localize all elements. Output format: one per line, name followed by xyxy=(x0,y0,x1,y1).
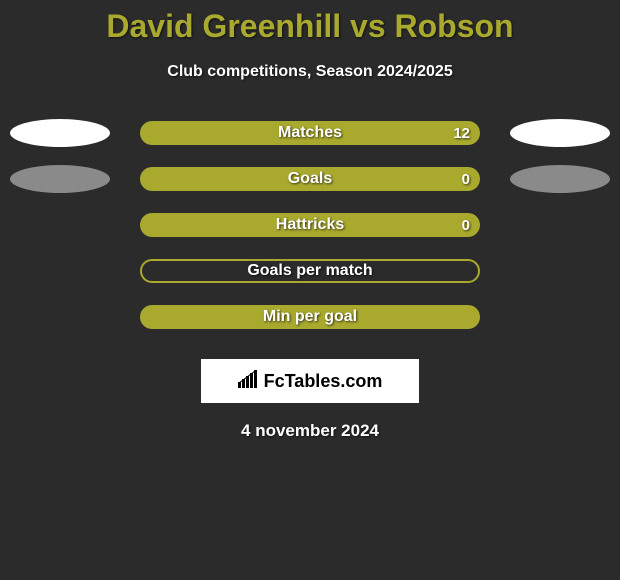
date-text: 4 november 2024 xyxy=(241,421,379,441)
bar-hattricks: Hattricks 0 xyxy=(140,213,480,237)
stat-row-matches: Matches 12 xyxy=(0,121,620,145)
oval-right-goals xyxy=(510,165,610,193)
bar-label-gpm: Goals per match xyxy=(247,262,372,280)
page-subtitle: Club competitions, Season 2024/2025 xyxy=(167,63,452,81)
oval-left-goals xyxy=(10,165,110,193)
brand-text: FcTables.com xyxy=(264,371,383,392)
bar-label-goals: Goals xyxy=(288,170,332,188)
oval-left-matches xyxy=(10,119,110,147)
main-container: David Greenhill vs Robson Club competiti… xyxy=(0,0,620,441)
stat-row-mpg: Min per goal xyxy=(0,305,620,329)
page-title: David Greenhill vs Robson xyxy=(106,8,513,45)
bar-label-matches: Matches xyxy=(278,124,342,142)
bar-value-goals: 0 xyxy=(462,171,470,188)
bar-value-hattricks: 0 xyxy=(462,217,470,234)
bar-gpm: Goals per match xyxy=(140,259,480,283)
bar-label-mpg: Min per goal xyxy=(263,308,357,326)
stats-area: Matches 12 Goals 0 Hattricks 0 Goals per… xyxy=(0,121,620,351)
bar-mpg: Min per goal xyxy=(140,305,480,329)
bar-value-matches: 12 xyxy=(453,125,470,142)
brand-box[interactable]: FcTables.com xyxy=(201,359,419,403)
bar-matches: Matches 12 xyxy=(140,121,480,145)
stat-row-goals: Goals 0 xyxy=(0,167,620,191)
stat-row-gpm: Goals per match xyxy=(0,259,620,283)
stat-row-hattricks: Hattricks 0 xyxy=(0,213,620,237)
bar-label-hattricks: Hattricks xyxy=(276,216,344,234)
oval-right-matches xyxy=(510,119,610,147)
bars-icon xyxy=(238,370,260,393)
bar-goals: Goals 0 xyxy=(140,167,480,191)
